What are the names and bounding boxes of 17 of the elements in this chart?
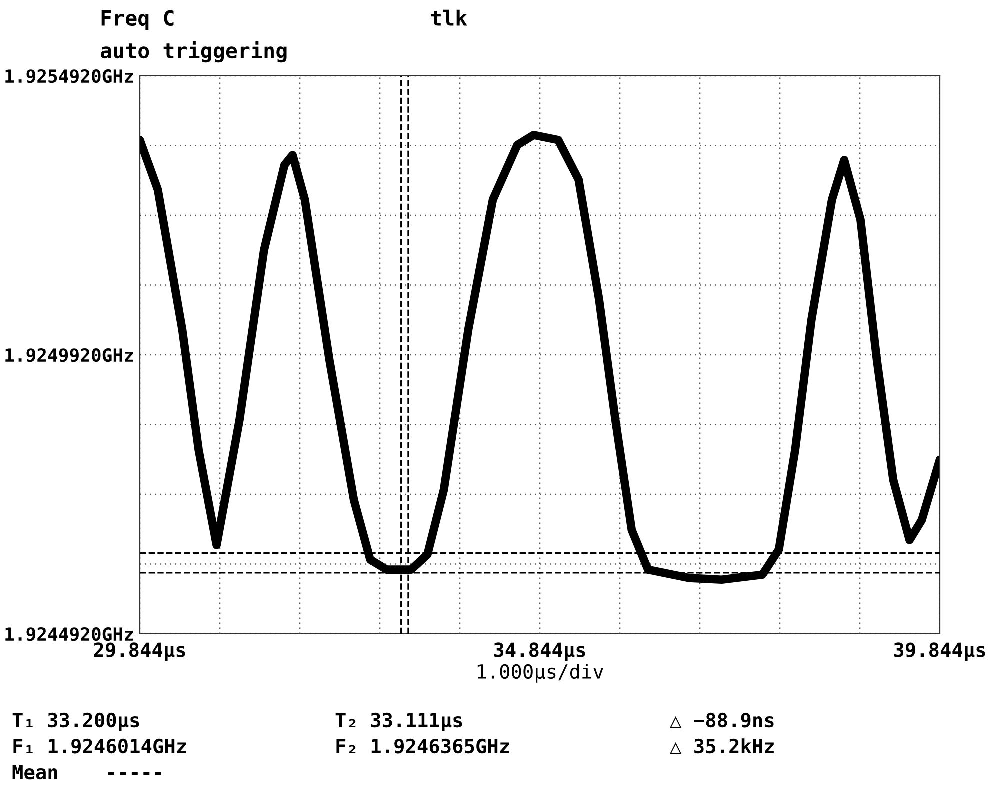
- x-tick-label: 34.844µs: [494, 642, 586, 662]
- y-tick-label: 1.9244920GHz: [6, 627, 134, 642]
- x-tick-label: 39.844µs: [894, 642, 986, 662]
- chart-title: Freq C: [102, 10, 174, 30]
- text: △ −88.9ns: [670, 712, 774, 728]
- text: Mean -----: [12, 765, 162, 780]
- text: F₁ 1.9246014GHz: [14, 738, 186, 754]
- text: tlk: [431, 10, 468, 26]
- text: T₁ 33.200µs: [12, 712, 140, 732]
- y-tick-label: 1.9254920GHz: [6, 69, 134, 84]
- y-tick-label: 1.9249920GHz: [6, 348, 134, 362]
- chart-subtitle: auto triggering: [100, 41, 287, 63]
- text: F₂ 1.9246365GHz: [336, 738, 510, 754]
- x-tick-label: 29.844µs: [94, 642, 186, 662]
- text: △ 35.2kHz: [670, 738, 774, 754]
- text: T₂ 33.111µs: [336, 712, 462, 732]
- x-axis-title: 1.000µs/div: [478, 664, 604, 683]
